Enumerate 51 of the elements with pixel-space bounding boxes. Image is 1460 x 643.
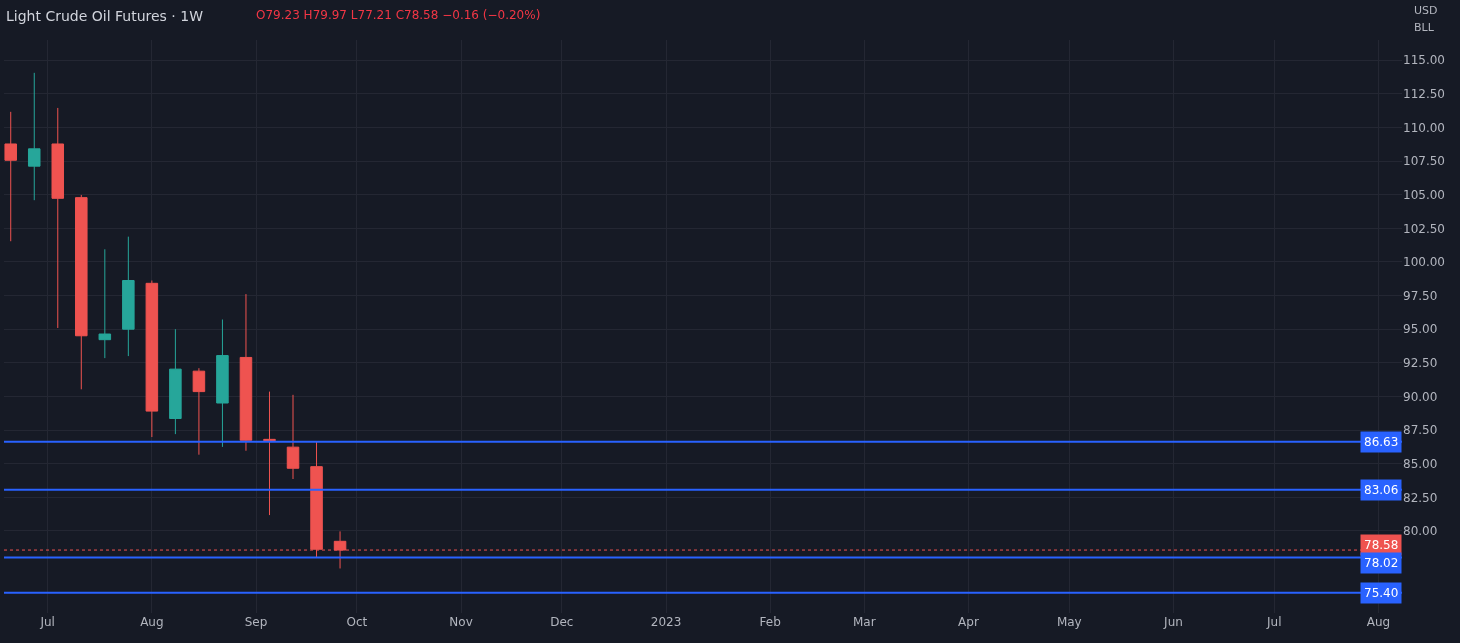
y-tick-label: 95.00 (1403, 322, 1438, 337)
candlestick (27, 72, 41, 201)
y-tick-label: 87.50 (1403, 423, 1438, 438)
y-tick-label: 92.50 (1403, 356, 1438, 371)
candlestick (169, 328, 182, 435)
x-tick-label: Jul (39, 615, 55, 629)
candlestick (216, 319, 229, 448)
text: BLL (1414, 21, 1435, 34)
candlestick (98, 248, 112, 359)
x-tick-label: Feb (759, 615, 781, 629)
candlestick (192, 367, 206, 456)
candlestick (286, 394, 300, 480)
x-tick-label: Mar (852, 615, 876, 629)
y-tick-label: 115.00 (1403, 53, 1445, 68)
x-tick-label: Aug (140, 615, 164, 629)
x-tick-label: Sep (244, 615, 268, 629)
x-tick-label: Dec (550, 615, 574, 629)
chart-title: Light Crude Oil Futures · 1W (6, 8, 204, 24)
ref-line-label: 78.58 (1364, 538, 1399, 552)
candlestick (122, 236, 135, 357)
x-tick-label: Oct (346, 615, 368, 629)
x-tick-label: Jul (1266, 615, 1282, 629)
y-tick-label: 112.50 (1403, 87, 1445, 101)
candlestick (263, 391, 276, 516)
x-tick-label: Nov (449, 615, 473, 629)
y-tick-label: 100.00 (1403, 255, 1445, 270)
y-tick-label: 105.00 (1403, 187, 1445, 202)
chart-subtitle: O79.23 H79.97 L77.21 C78.58 −0.16 (−0.20%) (256, 8, 541, 22)
ref-line-label: 78.02 (1364, 556, 1399, 570)
candlestick (145, 280, 159, 438)
x-tick-label: 2023 (650, 615, 682, 629)
y-tick-label: 97.50 (1403, 288, 1438, 303)
y-tick-label: 80.00 (1403, 524, 1438, 539)
ref-line-label: 86.63 (1364, 435, 1399, 449)
y-tick-label: 90.00 (1403, 389, 1438, 404)
candlestick (51, 107, 65, 329)
text: USD (1414, 4, 1438, 17)
ref-line-label: 75.40 (1364, 586, 1399, 600)
x-tick-label: Jun (1163, 615, 1183, 629)
ref-line-label: 83.06 (1364, 483, 1399, 497)
x-tick-label: Apr (958, 615, 979, 629)
candlestick (75, 194, 88, 390)
x-tick-label: Aug (1366, 615, 1391, 629)
x-tick-label: May (1056, 615, 1082, 629)
y-tick-label: 82.50 (1403, 490, 1438, 505)
candlestick (4, 111, 17, 242)
y-tick-label: 110.00 (1403, 120, 1445, 135)
y-tick-label: 85.00 (1403, 456, 1438, 471)
y-tick-label: 107.50 (1403, 154, 1445, 169)
y-tick-label: 102.50 (1403, 221, 1445, 236)
candlestick (239, 293, 253, 452)
